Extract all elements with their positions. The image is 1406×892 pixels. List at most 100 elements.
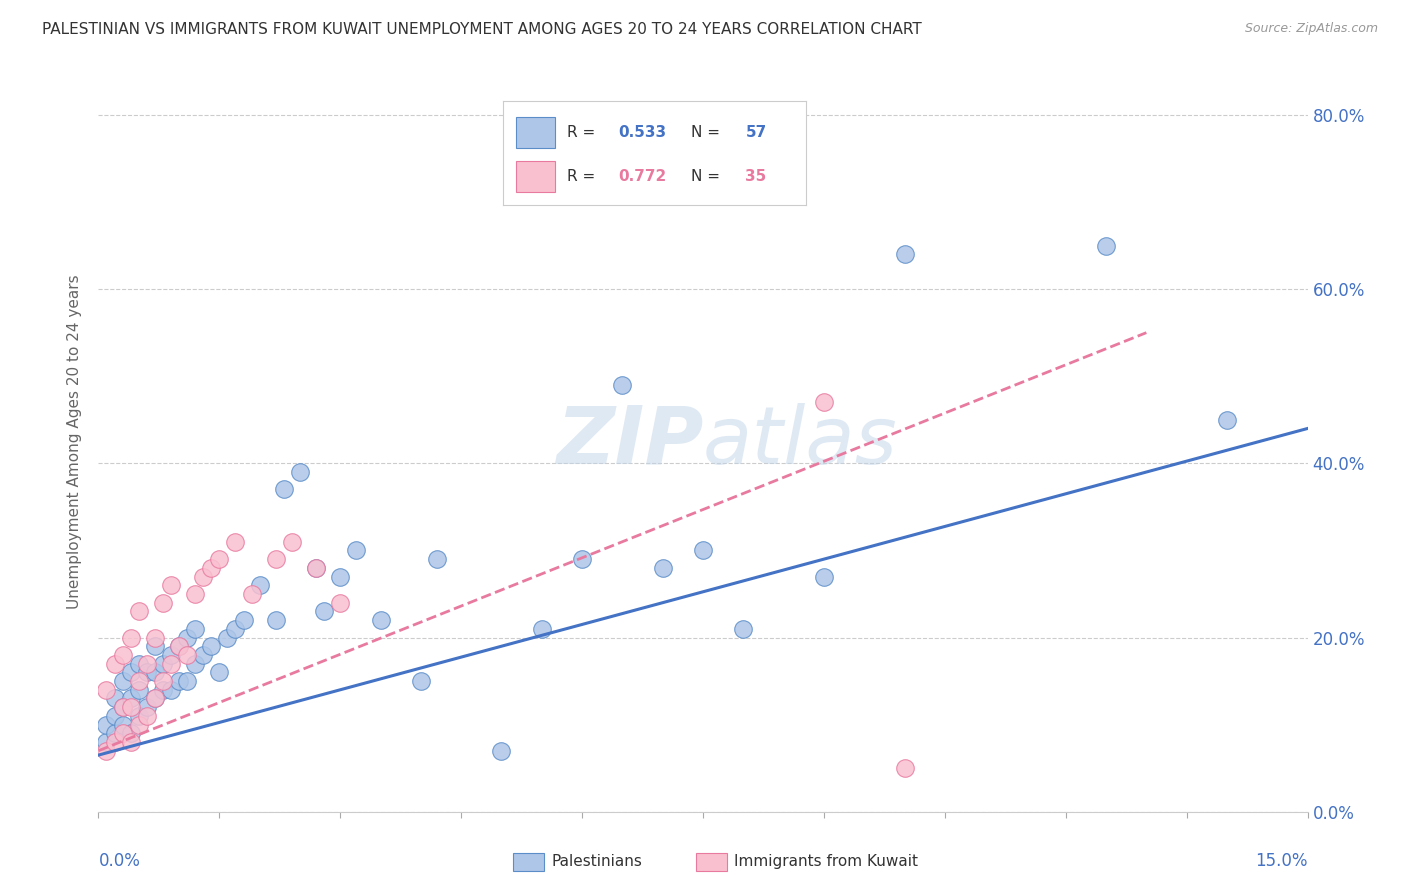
- Point: [103, 691, 125, 706]
- Point: [176, 648, 198, 662]
- Point: [200, 639, 222, 653]
- Point: [167, 639, 190, 653]
- Point: [152, 657, 174, 671]
- Point: [128, 682, 150, 697]
- Point: [733, 622, 755, 636]
- Point: [426, 552, 449, 566]
- Point: [111, 717, 134, 731]
- Point: [152, 682, 174, 697]
- Point: [160, 648, 183, 662]
- Point: [103, 709, 125, 723]
- Point: [128, 657, 150, 671]
- Point: [193, 648, 215, 662]
- Point: [135, 665, 157, 680]
- Point: [111, 700, 134, 714]
- Point: [103, 735, 125, 749]
- Point: [530, 622, 553, 636]
- Point: [152, 674, 174, 689]
- Point: [409, 674, 432, 689]
- Point: [135, 709, 157, 723]
- Text: Source: ZipAtlas.com: Source: ZipAtlas.com: [1244, 22, 1378, 36]
- Point: [1216, 413, 1239, 427]
- Point: [208, 552, 231, 566]
- Point: [160, 682, 183, 697]
- Point: [176, 631, 198, 645]
- Point: [96, 744, 118, 758]
- Point: [264, 613, 287, 627]
- Point: [143, 691, 166, 706]
- Point: [612, 378, 634, 392]
- Point: [96, 682, 118, 697]
- Point: [217, 631, 239, 645]
- Point: [193, 569, 215, 583]
- Point: [305, 561, 328, 575]
- Point: [152, 596, 174, 610]
- Point: [120, 700, 142, 714]
- Point: [249, 578, 271, 592]
- Point: [893, 761, 915, 775]
- Point: [96, 717, 118, 731]
- Text: atlas: atlas: [703, 402, 898, 481]
- Point: [143, 639, 166, 653]
- Point: [692, 543, 714, 558]
- Point: [160, 657, 183, 671]
- Point: [120, 691, 142, 706]
- Point: [329, 596, 352, 610]
- Point: [135, 700, 157, 714]
- Point: [264, 552, 287, 566]
- Point: [120, 735, 142, 749]
- Point: [128, 717, 150, 731]
- Point: [128, 604, 150, 618]
- Point: [224, 534, 246, 549]
- Text: 0.0%: 0.0%: [98, 853, 141, 871]
- Point: [370, 613, 392, 627]
- Point: [111, 674, 134, 689]
- Point: [184, 587, 207, 601]
- Point: [103, 726, 125, 740]
- Point: [111, 648, 134, 662]
- Point: [208, 665, 231, 680]
- Point: [813, 395, 835, 409]
- Point: [571, 552, 593, 566]
- Point: [120, 726, 142, 740]
- Point: [305, 561, 328, 575]
- Point: [893, 247, 915, 261]
- Point: [200, 561, 222, 575]
- Point: [491, 744, 513, 758]
- Point: [1095, 238, 1118, 252]
- Text: Immigrants from Kuwait: Immigrants from Kuwait: [734, 855, 918, 869]
- Text: 15.0%: 15.0%: [1256, 853, 1308, 871]
- Point: [314, 604, 336, 618]
- Point: [111, 726, 134, 740]
- Text: PALESTINIAN VS IMMIGRANTS FROM KUWAIT UNEMPLOYMENT AMONG AGES 20 TO 24 YEARS COR: PALESTINIAN VS IMMIGRANTS FROM KUWAIT UN…: [42, 22, 922, 37]
- Point: [128, 674, 150, 689]
- Point: [240, 587, 263, 601]
- Text: Palestinians: Palestinians: [551, 855, 643, 869]
- Point: [96, 735, 118, 749]
- Point: [143, 631, 166, 645]
- Point: [143, 665, 166, 680]
- Point: [176, 674, 198, 689]
- Point: [135, 657, 157, 671]
- Point: [813, 569, 835, 583]
- Point: [651, 561, 673, 575]
- Point: [288, 465, 311, 479]
- Point: [329, 569, 352, 583]
- Point: [167, 639, 190, 653]
- Y-axis label: Unemployment Among Ages 20 to 24 years: Unemployment Among Ages 20 to 24 years: [67, 274, 83, 609]
- Point: [184, 657, 207, 671]
- Point: [184, 622, 207, 636]
- Point: [281, 534, 304, 549]
- Point: [103, 657, 125, 671]
- Point: [120, 631, 142, 645]
- Point: [143, 691, 166, 706]
- Point: [224, 622, 246, 636]
- Point: [232, 613, 254, 627]
- Point: [160, 578, 183, 592]
- Point: [111, 700, 134, 714]
- Point: [120, 665, 142, 680]
- Point: [167, 674, 190, 689]
- Point: [344, 543, 367, 558]
- Point: [273, 483, 295, 497]
- Text: ZIP: ZIP: [555, 402, 703, 481]
